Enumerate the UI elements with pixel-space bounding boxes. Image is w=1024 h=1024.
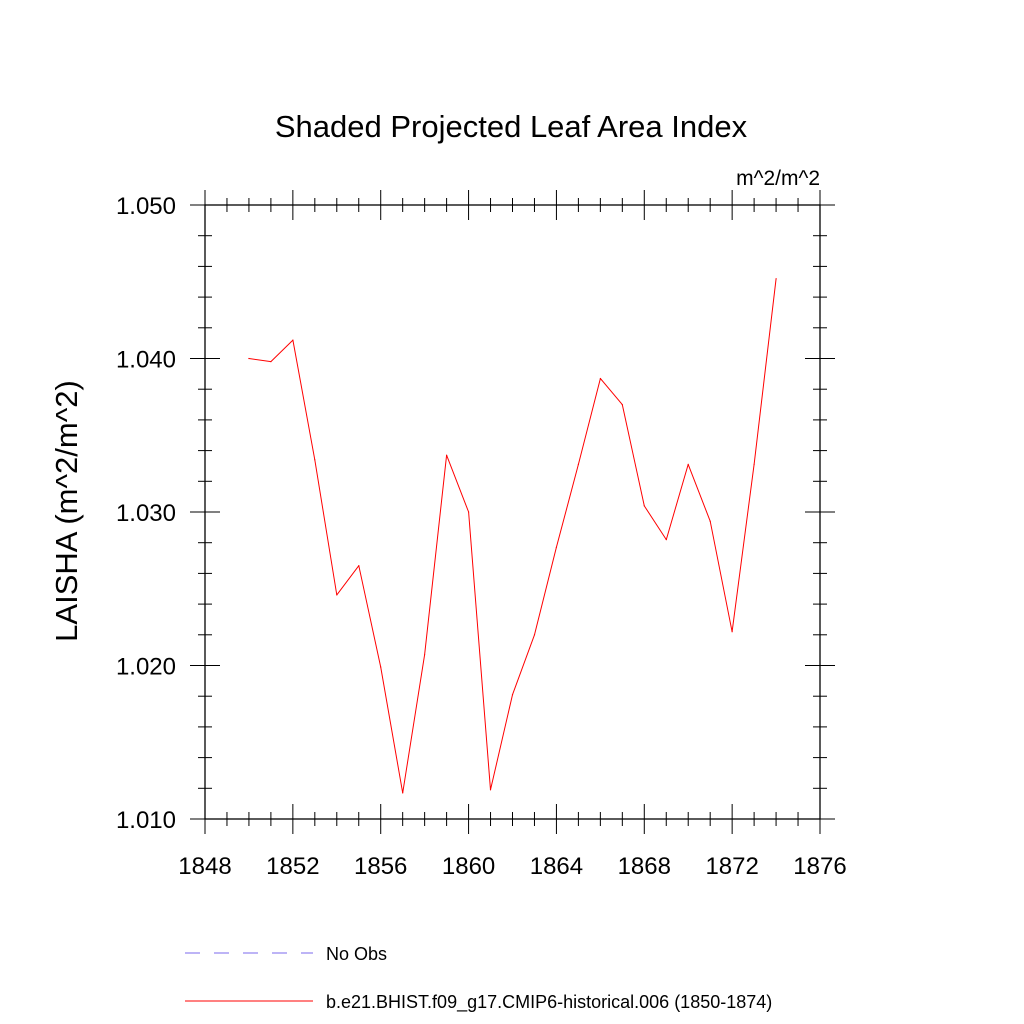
y-tick-label: 1.030 [116,500,176,527]
data-point [424,654,426,656]
data-point [709,520,711,522]
legend-label-no-obs: No Obs [326,944,387,964]
x-tick-label: 1868 [618,853,671,880]
y-axis-label: LAISHA (m^2/m^2) [49,380,84,642]
x-tick-label: 1872 [705,853,758,880]
y-tick-label: 1.010 [116,807,176,834]
data-point [577,463,580,465]
y-tick-label: 1.040 [116,347,176,374]
plot-frame [204,204,821,820]
series-line-historical [248,278,777,794]
data-point [555,546,558,548]
data-point [270,361,272,363]
data-series [248,278,777,794]
x-tick-label: 1856 [354,853,407,880]
units-label: m^2/m^2 [736,167,820,190]
chart-title: Shaded Projected Leaf Area Index [275,109,748,144]
data-point [599,377,602,380]
data-point [468,511,470,513]
data-point [775,278,777,280]
data-point [336,594,338,596]
data-point [380,666,382,668]
data-point [489,789,492,791]
data-point [511,694,514,696]
data-point [643,505,645,507]
x-tick-label: 1876 [793,853,846,880]
data-point [665,539,667,541]
axis-ticks: 1848 1852 1856 1860 1864 1868 1872 1876 1.010 1.0… [116,190,847,880]
x-tick-label: 1848 [178,853,231,880]
data-point [621,404,623,406]
data-point [358,565,360,567]
x-tick-label: 1860 [442,853,495,880]
data-point [292,339,294,341]
data-point [731,631,733,633]
data-point [753,463,755,465]
data-point [446,454,448,456]
x-tick-label: 1852 [266,853,319,880]
y-tick-label: 1.050 [116,193,176,220]
data-point [248,357,250,360]
data-point [533,634,536,636]
data-point [402,792,404,794]
data-point [687,463,689,465]
legend: No Obs b.e21.BHIST.f09_g17.CMIP6-histori… [185,944,772,1013]
x-tick-label: 1864 [530,853,583,880]
y-tick-label: 1.020 [116,654,176,681]
legend-label-historical: b.e21.BHIST.f09_g17.CMIP6-historical.006… [326,992,772,1013]
data-point [314,459,316,461]
